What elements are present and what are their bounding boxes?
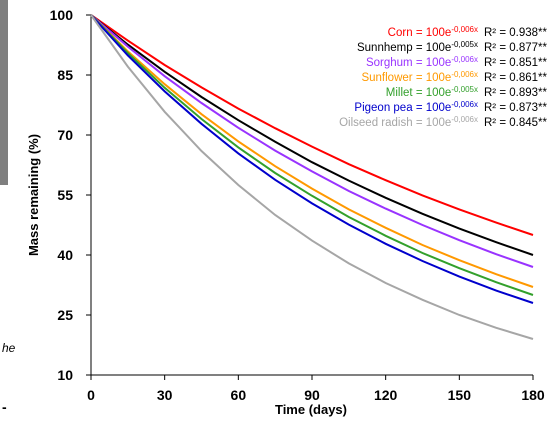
y-tick-label: 25 [57, 307, 73, 323]
series-line [90, 14, 534, 256]
legend-r2: R² = 0.851** [484, 57, 547, 69]
y-tick-label: 10 [57, 367, 73, 383]
cropped-text: - [2, 399, 7, 415]
y-axis-label: Mass remaining (%) [26, 134, 41, 256]
y-tick-label: 40 [57, 247, 73, 263]
y-tick-label: 85 [57, 67, 73, 83]
legend-r2: R² = 0.893** [484, 87, 547, 99]
legend-exponent: -0,005x [451, 85, 478, 94]
legend-exponent: -0,006x [451, 25, 478, 34]
legend-equation: Millet = 100e-0,005x [386, 85, 478, 99]
legend-equation: Sorghum = 100e-0,006x [366, 55, 478, 69]
legend-name: Corn [388, 27, 413, 39]
legend-exponent: -0,006x [451, 55, 478, 64]
legend-r2: R² = 0.938** [484, 27, 547, 39]
series-line [90, 14, 534, 340]
legend-equation: Sunflower = 100e-0,006x [361, 70, 478, 84]
cropped-text: he [2, 341, 16, 355]
legend-equation-text: = 100e [416, 72, 452, 84]
legend-equation-text: = 100e [416, 57, 452, 69]
legend-exponent: -0,005x [451, 40, 478, 49]
x-tick-label: 150 [448, 387, 472, 403]
series-line [90, 14, 534, 268]
legend-equation-text: = 100e [416, 27, 452, 39]
legend-exponent: -0,006x [451, 100, 478, 109]
legend-equation-text: = 100e [416, 117, 452, 129]
legend-equation-text: = 100e [416, 87, 452, 99]
legend-equation: Sunnhemp = 100e-0,005x [357, 40, 478, 54]
legend-name: Oilseed radish [339, 117, 413, 129]
y-tick-label: 100 [50, 7, 74, 23]
legend-exponent: -0,006x [451, 115, 478, 124]
series-line [90, 14, 534, 236]
legend-name: Sunnhemp [357, 42, 413, 54]
legend-r2: R² = 0.845** [484, 117, 547, 129]
legend-r2: R² = 0.877** [484, 42, 547, 54]
x-tick-label: 180 [521, 387, 545, 403]
y-tick-label: 55 [57, 187, 73, 203]
y-tick-label: 70 [57, 127, 73, 143]
legend-r2: R² = 0.873** [484, 102, 547, 114]
legend-name: Pigeon pea [354, 102, 413, 114]
x-tick-label: 60 [231, 387, 247, 403]
series-line [90, 14, 534, 304]
legend-name: Sorghum [366, 57, 413, 69]
legend-equation-text: = 100e [416, 42, 452, 54]
legend-equation: Corn = 100e-0,006x [388, 25, 478, 39]
series-line [90, 14, 534, 296]
legend-equation: Pigeon pea = 100e-0,006x [354, 100, 478, 114]
legend-exponent: -0,006x [451, 70, 478, 79]
x-tick-label: 90 [304, 387, 320, 403]
legend-r2: R² = 0.861** [484, 72, 547, 84]
x-tick-label: 120 [374, 387, 398, 403]
x-axis-label: Time (days) [275, 402, 347, 417]
legend-equation-text: = 100e [416, 102, 452, 114]
x-tick-label: 0 [87, 387, 95, 403]
legend-name: Millet [386, 87, 414, 99]
legend-equation: Oilseed radish = 100e-0,006x [339, 115, 478, 129]
series-line [90, 14, 534, 288]
cropped-panel [0, 0, 8, 185]
x-tick-label: 30 [157, 387, 173, 403]
legend-name: Sunflower [361, 72, 412, 84]
